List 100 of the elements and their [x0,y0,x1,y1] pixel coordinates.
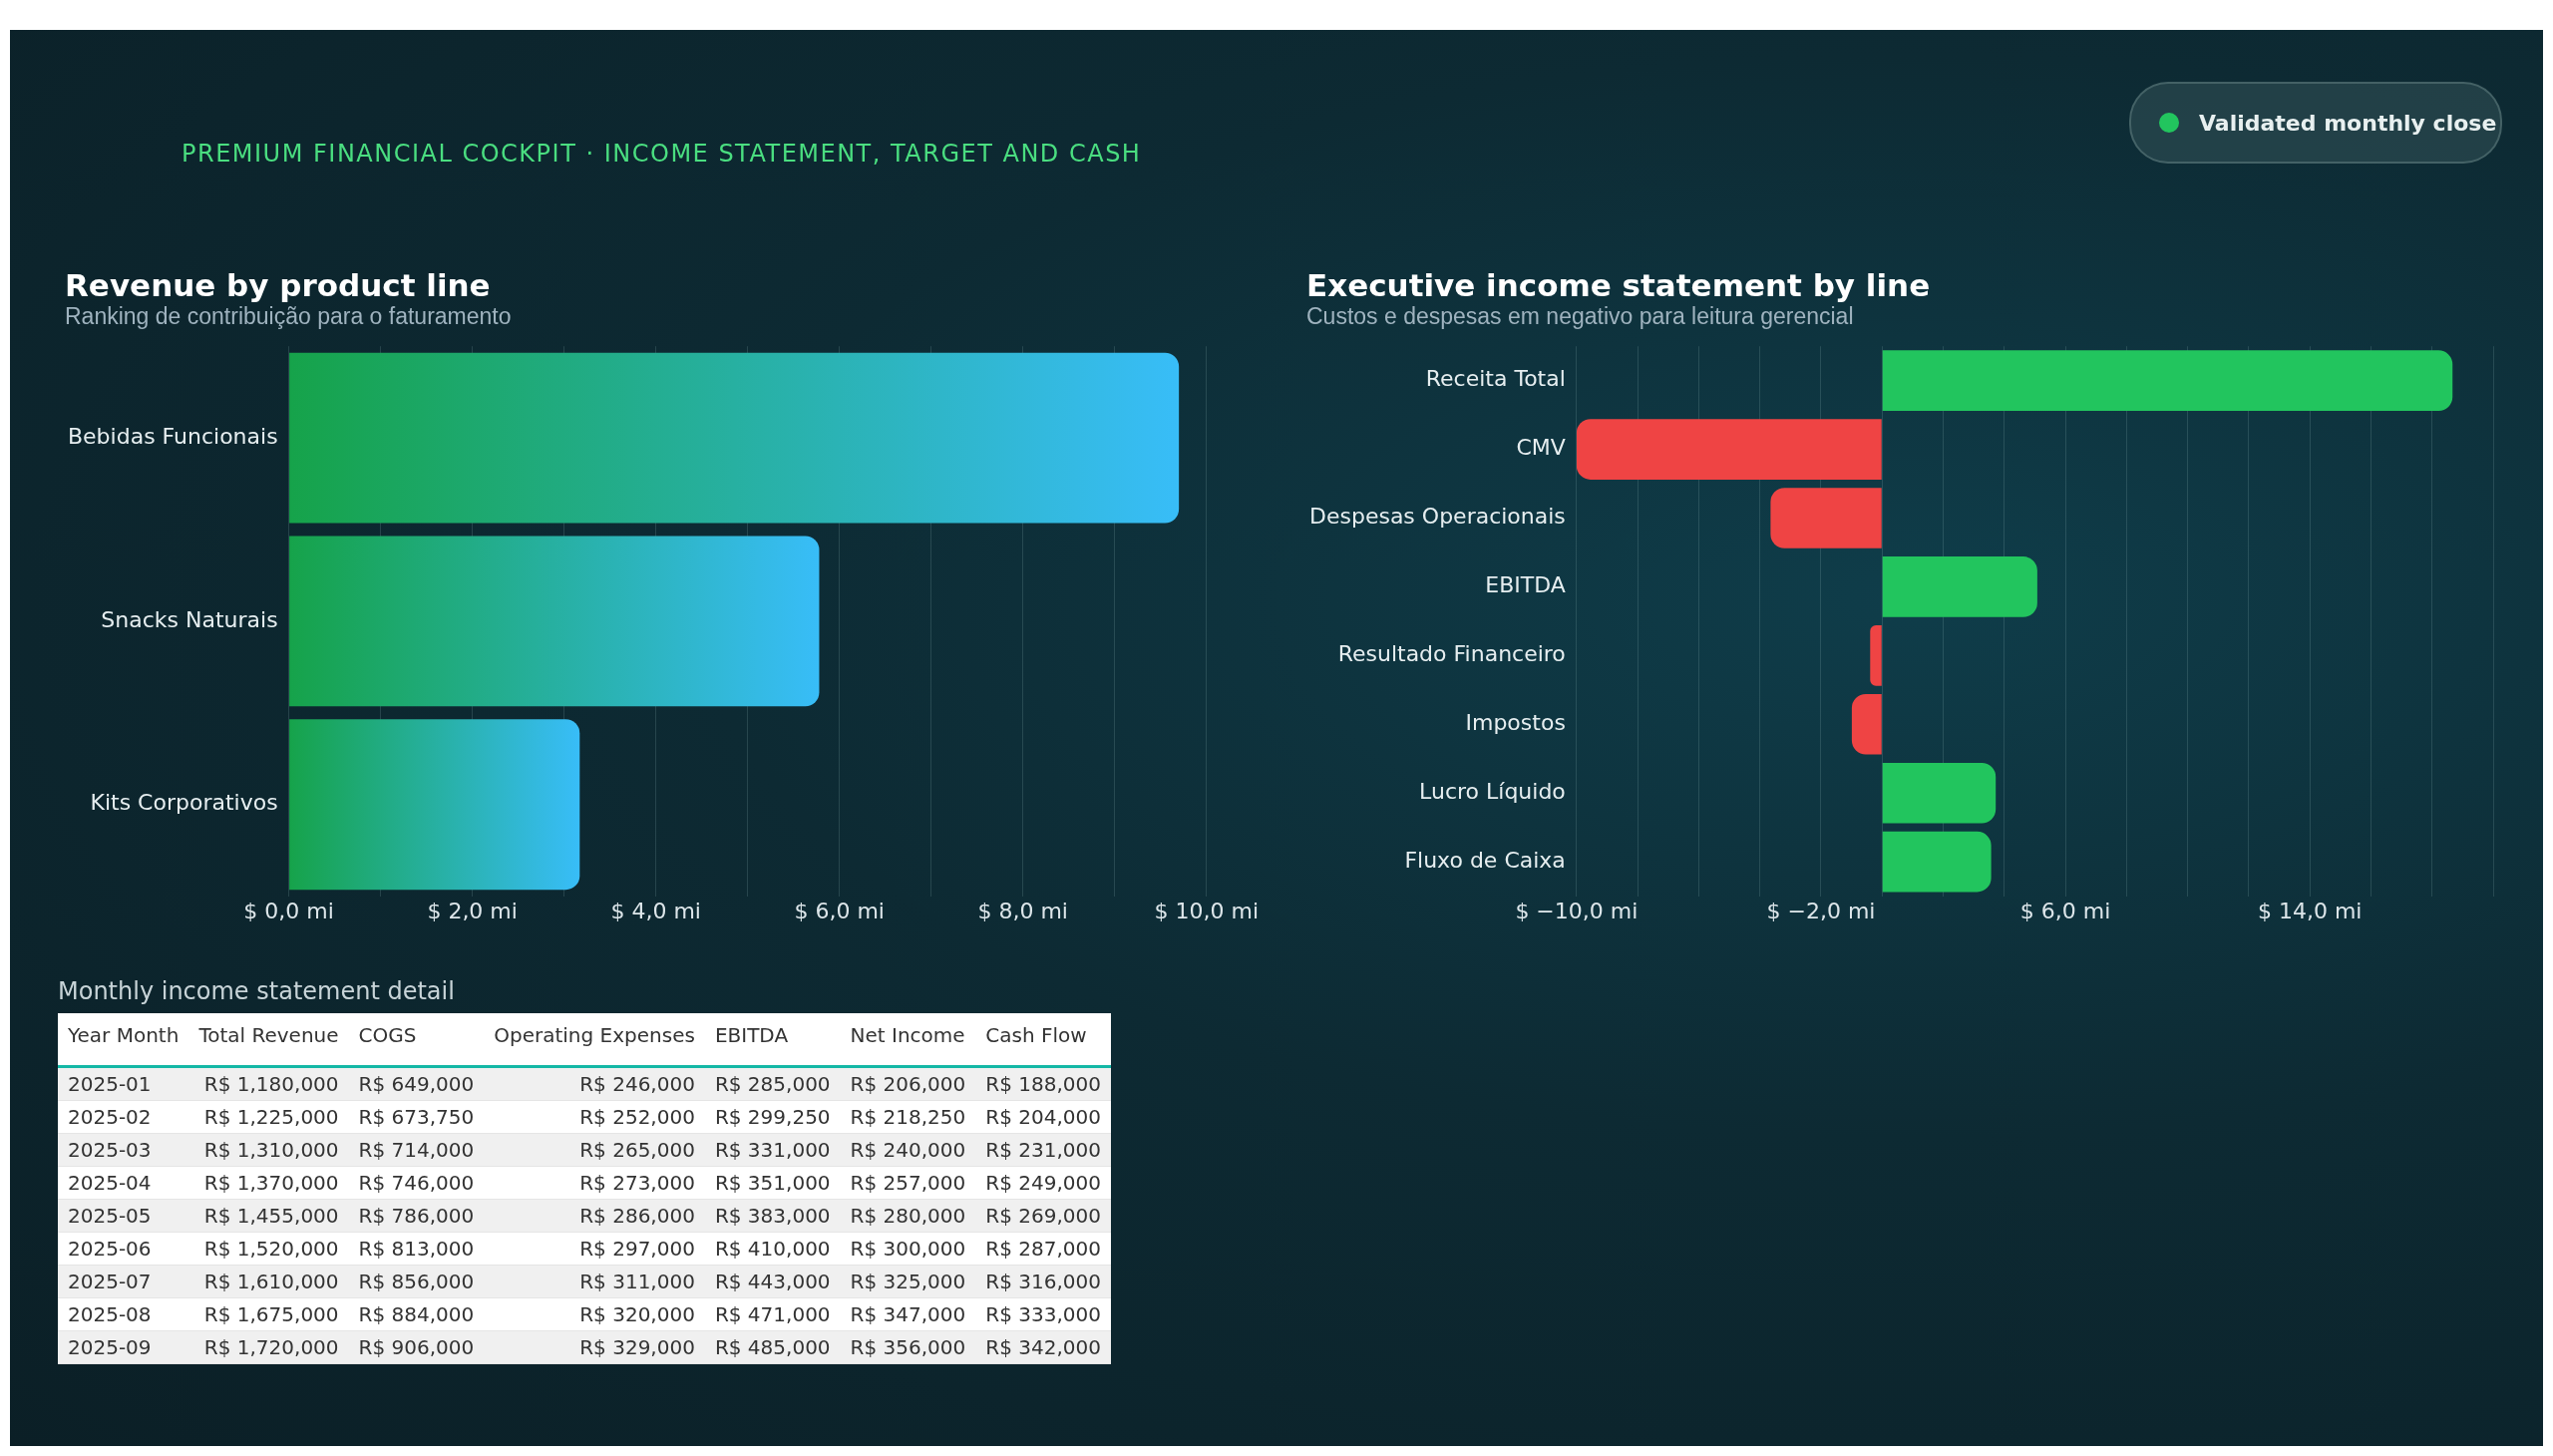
text: R$ 231,000 [975,1133,1111,1167]
text: 2025-01 [58,1066,189,1101]
text: R$ 188,000 [975,1066,1111,1101]
x-tick-label: $ 4,0 mi [610,898,701,923]
text: R$ 325,000 [840,1265,976,1298]
x-tick-label: $ 0,0 mi [243,898,334,923]
text: R$ 347,000 [840,1297,976,1331]
bar [1882,556,2037,617]
bar [1882,831,1992,893]
text: R$ 1,675,000 [188,1297,349,1331]
text: R$ 206,000 [840,1066,976,1101]
text: R$ 884,000 [348,1297,485,1331]
text: R$ 746,000 [348,1166,485,1200]
text: 2025-05 [58,1199,189,1233]
x-tick-label: $ 14,0 mi [2257,898,2363,923]
text: 2025-03 [58,1133,189,1167]
x-tick-label: $ −2,0 mi [1766,898,1876,923]
text: R$ 240,000 [840,1133,976,1167]
text: R$ 204,000 [975,1100,1111,1134]
bar [1882,762,1997,824]
text: R$ 280,000 [840,1199,976,1233]
y-tick-label: Impostos [1465,710,1566,736]
y-tick-label: Receita Total [1425,366,1566,392]
category-label: Cash Flow [975,1013,1111,1067]
bar [289,352,1180,524]
y-tick-label: Fluxo de Caixa [1404,847,1566,873]
text: R$ 285,000 [704,1066,841,1101]
chart-title: Executive income statement by line [1306,267,1932,303]
text: R$ 342,000 [975,1330,1111,1364]
text: R$ 1,225,000 [188,1100,349,1134]
text: R$ 1,180,000 [188,1066,349,1101]
text: R$ 297,000 [484,1232,705,1266]
text: 2025-06 [58,1232,189,1266]
text: R$ 351,000 [704,1166,841,1200]
bar [1576,419,1882,480]
text: R$ 249,000 [975,1166,1111,1200]
category-label: COGS [348,1013,485,1067]
text: R$ 1,720,000 [188,1330,349,1364]
x-tick-label: $ 8,0 mi [977,898,1068,923]
text: R$ 786,000 [348,1199,485,1233]
text: R$ 1,310,000 [188,1133,349,1167]
text: PREMIUM FINANCIAL COCKPIT · INCOME STATEMENT, TARGET AND CASH [182,140,1142,168]
text: R$ 485,000 [704,1330,841,1364]
text: R$ 443,000 [704,1265,841,1298]
text: R$ 906,000 [348,1330,485,1364]
text: R$ 287,000 [975,1232,1111,1266]
category-label: Year Month [58,1013,189,1067]
text: R$ 299,250 [704,1100,841,1134]
chart-subtitle: Custos e despesas em negativo para leitura gerencial [1306,303,1855,330]
text: R$ 331,000 [704,1133,841,1167]
text: R$ 471,000 [704,1297,841,1331]
text: R$ 383,000 [704,1199,841,1233]
text: R$ 273,000 [484,1166,705,1200]
y-tick-label: Despesas Operacionais [1308,504,1566,530]
y-tick-label: Snacks Naturais [101,606,278,632]
text: 2025-07 [58,1265,189,1298]
y-tick-label: Kits Corporativos [90,790,278,816]
bar [1770,488,1882,548]
category-label: Total Revenue [188,1013,349,1067]
text: R$ 673,750 [348,1100,485,1134]
y-tick-label: Resultado Financeiro [1337,641,1566,667]
text: R$ 257,000 [840,1166,976,1200]
chart-title: Revenue by product line [65,267,492,303]
category-label: Operating Expenses [484,1013,705,1067]
text: R$ 649,000 [348,1066,485,1101]
bar [1870,625,1882,686]
text: R$ 218,250 [840,1100,976,1134]
text: R$ 410,000 [704,1232,841,1266]
text: R$ 333,000 [975,1297,1111,1331]
text: Monthly income statement detail [58,977,456,1005]
text: R$ 246,000 [484,1066,705,1101]
text: 2025-08 [58,1297,189,1331]
y-tick-label: CMV [1516,435,1566,461]
y-tick-label: Lucro Líquido [1419,778,1566,804]
bar [289,719,580,891]
x-tick-label: $ 10,0 mi [1154,898,1259,923]
text: R$ 1,520,000 [188,1232,349,1266]
text: 2025-04 [58,1166,189,1200]
text: R$ 269,000 [975,1199,1111,1233]
text: R$ 856,000 [348,1265,485,1298]
text: R$ 316,000 [975,1265,1111,1298]
text: R$ 813,000 [348,1232,485,1266]
y-tick-label: EBITDA [1485,572,1566,598]
text: 2025-09 [58,1330,189,1364]
y-tick-label: Bebidas Funcionais [67,423,278,449]
text: R$ 300,000 [840,1232,976,1266]
text: R$ 329,000 [484,1330,705,1364]
text: Validated monthly close [2199,110,2497,136]
text: R$ 252,000 [484,1100,705,1134]
text: R$ 311,000 [484,1265,705,1298]
text: R$ 714,000 [348,1133,485,1167]
text: R$ 320,000 [484,1297,705,1331]
bar [1882,350,2453,411]
text: R$ 265,000 [484,1133,705,1167]
x-tick-label: $ −10,0 mi [1515,898,1639,923]
text: R$ 1,370,000 [188,1166,349,1200]
x-tick-label: $ 6,0 mi [794,898,885,923]
x-tick-label: $ 2,0 mi [427,898,518,923]
bar [1851,693,1882,755]
text: R$ 1,610,000 [188,1265,349,1298]
